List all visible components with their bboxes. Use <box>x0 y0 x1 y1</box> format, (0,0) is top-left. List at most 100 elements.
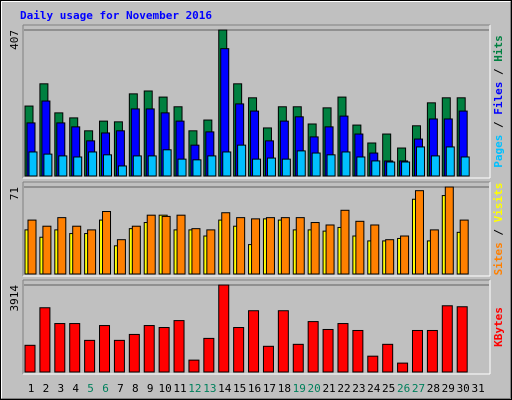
bar <box>310 222 320 275</box>
bar <box>445 146 455 177</box>
bar <box>73 156 83 177</box>
y-tick-label: 3914 <box>8 285 21 312</box>
bar <box>397 362 409 373</box>
x-tick-label: 6 <box>102 382 109 395</box>
bar <box>236 217 246 275</box>
bar <box>57 217 67 275</box>
bar <box>411 329 423 373</box>
bar <box>266 157 276 177</box>
bar <box>191 228 201 275</box>
bar <box>116 239 126 275</box>
bar <box>311 152 321 177</box>
x-tick-label: 28 <box>427 382 440 395</box>
bar <box>27 219 37 275</box>
bar <box>177 158 187 177</box>
legend: Pages / Files / Hits <box>492 35 505 168</box>
bar <box>340 209 350 275</box>
bar <box>281 158 291 177</box>
bar <box>382 343 394 373</box>
x-tick-label: 10 <box>159 382 172 395</box>
x-tick-label: 23 <box>352 382 365 395</box>
legend: Sites / Visits <box>492 183 505 276</box>
x-tick-label: 26 <box>397 382 410 395</box>
bar <box>117 165 127 177</box>
bar <box>426 329 438 373</box>
y-tick-label: 407 <box>8 30 21 50</box>
bar <box>414 190 424 275</box>
bar <box>265 217 275 275</box>
bar <box>102 211 112 275</box>
x-tick-label: 7 <box>117 382 124 395</box>
bar <box>24 344 36 373</box>
legend-separator: / <box>492 62 505 82</box>
bar <box>295 217 305 275</box>
bar <box>222 151 232 177</box>
bar <box>192 159 202 177</box>
x-tick-label: 3 <box>57 382 64 395</box>
bar <box>237 144 247 177</box>
bar <box>459 219 469 275</box>
x-tick-label: 24 <box>367 382 381 395</box>
bar <box>277 310 289 373</box>
bar <box>54 323 66 373</box>
bar <box>42 225 52 275</box>
bar <box>262 345 274 373</box>
bar <box>158 327 170 373</box>
x-tick-label: 25 <box>382 382 395 395</box>
legend-entry: Visits <box>492 183 505 223</box>
x-tick-label: 5 <box>87 382 94 395</box>
x-tick-label: 8 <box>132 382 139 395</box>
bar <box>415 146 425 177</box>
bar <box>456 306 468 373</box>
bar <box>221 212 231 275</box>
bar <box>355 220 365 275</box>
bar <box>325 224 335 275</box>
bar <box>401 161 411 177</box>
bar <box>173 320 185 373</box>
bar <box>69 323 81 373</box>
legend: KBytes <box>492 307 505 347</box>
x-tick-label: 30 <box>457 382 470 395</box>
x-tick-label: 22 <box>337 382 350 395</box>
bar <box>207 155 217 177</box>
bar <box>248 310 260 373</box>
bar <box>356 156 366 177</box>
x-tick-label: 16 <box>248 382 261 395</box>
bar <box>58 155 68 177</box>
bar <box>103 154 113 177</box>
bar <box>162 149 172 177</box>
bar <box>113 339 125 373</box>
x-tick-label: 27 <box>412 382 425 395</box>
legend-entry: Hits <box>492 35 505 62</box>
bar <box>430 155 440 177</box>
bar <box>146 214 156 275</box>
legend-entry: Files <box>492 82 505 115</box>
bar <box>87 229 97 275</box>
bar <box>444 186 454 275</box>
bar <box>206 229 216 275</box>
bar <box>370 224 380 275</box>
bar <box>292 343 304 373</box>
bar <box>203 337 215 373</box>
x-tick-label: 9 <box>147 382 154 395</box>
bar <box>251 218 261 275</box>
bar <box>161 215 171 275</box>
bar <box>371 160 381 177</box>
bar <box>176 214 186 275</box>
x-tick-label: 21 <box>322 382 335 395</box>
bar <box>88 151 98 177</box>
bar <box>131 225 141 275</box>
bar <box>367 355 379 373</box>
x-tick-label: 18 <box>278 382 291 395</box>
bar <box>385 239 395 275</box>
bar <box>460 156 470 177</box>
x-tick-label: 2 <box>43 382 50 395</box>
bar <box>143 325 155 373</box>
bar <box>337 323 349 373</box>
x-tick-label: 11 <box>173 382 186 395</box>
x-tick-label: 20 <box>308 382 321 395</box>
bar <box>43 153 53 177</box>
legend-entry: Pages <box>492 135 505 168</box>
y-tick-label: 71 <box>8 187 21 200</box>
x-tick-label: 4 <box>72 382 79 395</box>
